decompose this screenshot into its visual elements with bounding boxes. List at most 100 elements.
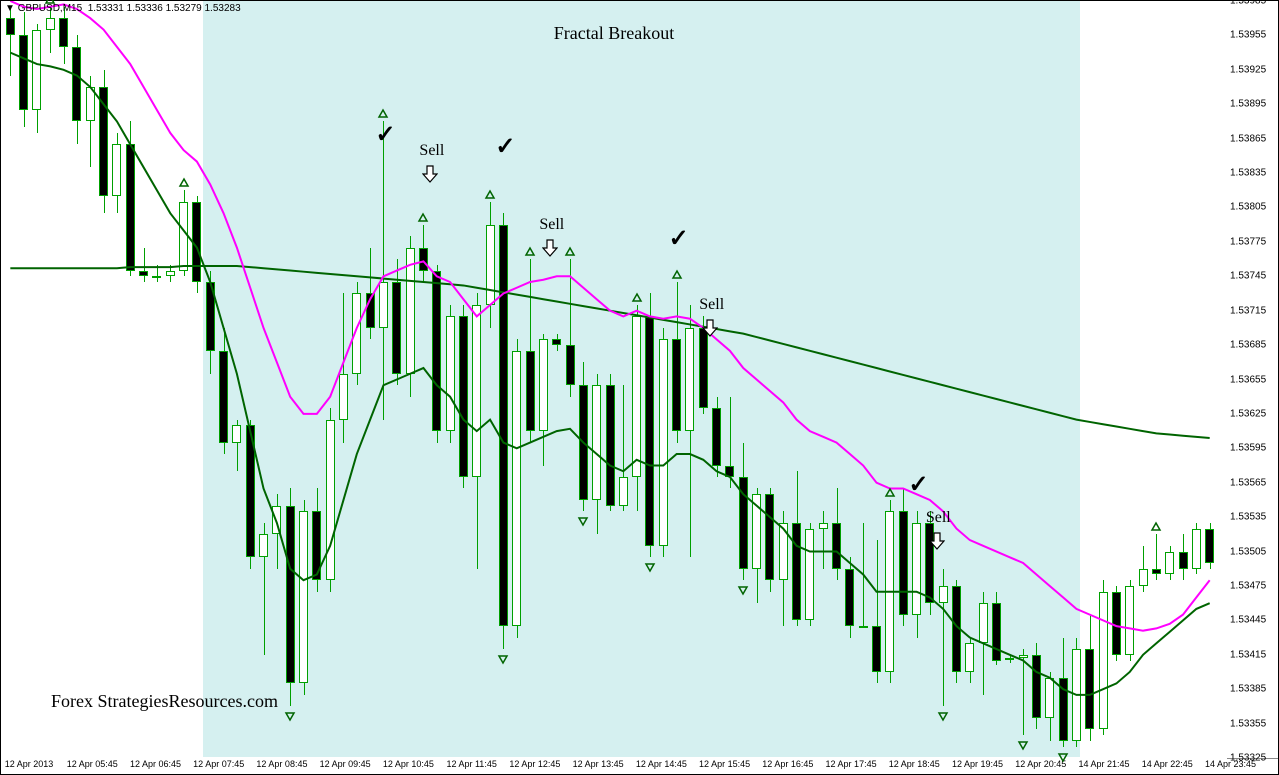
candle-body	[899, 511, 908, 614]
fractal-up-icon	[884, 486, 896, 504]
y-tick-label: 1.53745	[1230, 271, 1266, 282]
candle-body	[1005, 658, 1014, 660]
candle-body	[659, 339, 668, 545]
chart-window: ▼ GBPUSD,M15 1.53331 1.53336 1.53279 1.5…	[0, 0, 1279, 775]
candle-body	[432, 271, 441, 432]
y-tick-label: 1.53445	[1230, 615, 1266, 626]
x-tick-label: 12 Apr 07:45	[193, 759, 244, 769]
y-tick-label: 1.53685	[1230, 340, 1266, 351]
y-tick-label: 1.53415	[1230, 649, 1266, 660]
candle-body	[6, 18, 15, 35]
fractal-down-icon	[644, 560, 656, 578]
candle-body	[619, 477, 628, 506]
candle-body	[1112, 592, 1121, 655]
candle-body	[126, 144, 135, 270]
candle-body	[1205, 529, 1214, 563]
candle-wick	[383, 121, 384, 419]
candle-body	[859, 626, 868, 628]
candle-body	[406, 248, 415, 374]
x-tick-label: 12 Apr 12:45	[509, 759, 560, 769]
watermark-text: Forex StrategiesResources.com	[51, 691, 278, 712]
candle-body	[312, 511, 321, 580]
fractal-up-icon	[417, 211, 429, 229]
candle-body	[86, 87, 95, 121]
x-tick-label: 12 Apr 09:45	[320, 759, 371, 769]
y-tick-label: 1.53835	[1230, 168, 1266, 179]
candle-body	[1125, 586, 1134, 655]
fractal-up-icon	[178, 176, 190, 194]
candle-body	[579, 385, 588, 500]
y-tick-label: 1.53775	[1230, 236, 1266, 247]
x-tick-label: 12 Apr 16:45	[762, 759, 813, 769]
x-tick-label: 14 Apr 22:45	[1142, 759, 1193, 769]
candle-wick	[157, 265, 158, 282]
candle-body	[645, 316, 654, 545]
candle-body	[366, 293, 375, 327]
x-tick-label: 12 Apr 2013	[5, 759, 54, 769]
candle-body	[552, 339, 561, 345]
x-tick-label: 14 Apr 21:45	[1078, 759, 1129, 769]
candle-body	[19, 35, 28, 110]
candle-body	[1032, 655, 1041, 718]
x-tick-label: 14 Apr 23:45	[1205, 759, 1256, 769]
y-tick-label: 1.53955	[1230, 30, 1266, 41]
chart-plot-area[interactable]: ▼ GBPUSD,M15 1.53331 1.53336 1.53279 1.5…	[1, 1, 1228, 759]
y-tick-label: 1.53565	[1230, 477, 1266, 488]
y-tick-label: 1.53625	[1230, 408, 1266, 419]
candle-body	[672, 339, 681, 431]
fractal-up-icon	[671, 268, 683, 286]
candle-body	[472, 305, 481, 477]
sell-label: Sell	[699, 296, 724, 314]
price-axis: 1.539851.539551.539251.538951.538651.538…	[1226, 1, 1278, 759]
candle-body	[259, 534, 268, 557]
y-tick-label: 1.53985	[1230, 0, 1266, 7]
candle-body	[192, 202, 201, 282]
y-tick-label: 1.53655	[1230, 374, 1266, 385]
candle-body	[1139, 569, 1148, 586]
candle-body	[885, 511, 894, 672]
candle-body	[272, 506, 281, 535]
candle-body	[1045, 678, 1054, 718]
down-arrow-icon	[929, 531, 945, 556]
candle-body	[725, 466, 734, 477]
candle-body	[845, 569, 854, 626]
candle-body	[952, 586, 961, 672]
candle-wick	[823, 511, 824, 568]
candle-body	[379, 282, 388, 328]
candle-body	[1059, 678, 1068, 741]
x-tick-label: 12 Apr 13:45	[573, 759, 624, 769]
fractal-up-icon	[631, 291, 643, 309]
y-tick-label: 1.53505	[1230, 546, 1266, 557]
x-tick-label: 12 Apr 15:45	[699, 759, 750, 769]
session-highlight	[203, 1, 1080, 758]
candle-body	[112, 144, 121, 196]
candle-body	[792, 523, 801, 620]
candle-body	[765, 494, 774, 580]
candle-body	[739, 477, 748, 569]
candle-body	[979, 603, 988, 643]
candle-body	[179, 202, 188, 271]
candle-body	[1085, 649, 1094, 729]
candle-body	[872, 626, 881, 672]
fractal-down-icon	[577, 514, 589, 532]
candle-body	[539, 339, 548, 431]
fractal-up-icon	[1150, 520, 1162, 538]
candle-body	[566, 345, 575, 385]
candle-wick	[144, 248, 145, 282]
candle-body	[219, 351, 228, 443]
fractal-up-icon	[44, 0, 56, 11]
fractal-down-icon	[737, 583, 749, 601]
candle-body	[286, 506, 295, 684]
down-arrow-icon	[542, 238, 558, 263]
fractal-down-icon	[1057, 750, 1069, 768]
down-arrow-icon	[422, 164, 438, 189]
sell-label: Sell	[539, 216, 564, 234]
checkmark-icon: ✓	[495, 132, 515, 161]
x-tick-label: 12 Apr 05:45	[67, 759, 118, 769]
candle-body	[1152, 569, 1161, 575]
candle-body	[299, 511, 308, 683]
candle-body	[512, 351, 521, 626]
checkmark-icon: ✓	[669, 224, 689, 253]
y-tick-label: 1.53865	[1230, 133, 1266, 144]
candle-wick	[1023, 649, 1024, 735]
